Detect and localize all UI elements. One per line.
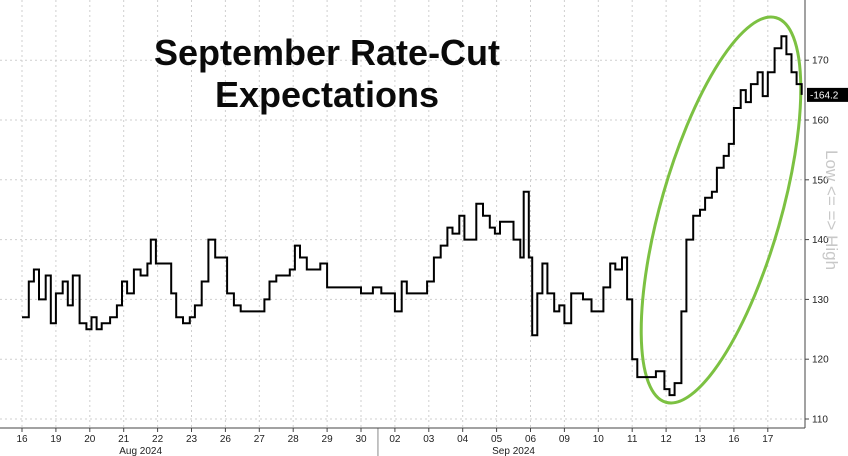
x-tick-label: 11 [627,434,638,445]
last-value-tag [807,87,848,102]
x-tick-label: 27 [254,434,266,445]
x-tick-label: 02 [389,434,401,445]
y-tick-label: 120 [812,355,829,366]
series-line [22,35,803,397]
x-tick-label: 29 [322,434,334,445]
y-tick-label: 170 [812,56,829,67]
x-tick-label: 13 [694,434,706,445]
x-tick-label: 26 [220,434,232,445]
grid-layer [0,0,805,428]
x-tick-label: 04 [457,434,469,445]
x-tick-label: 23 [186,434,198,445]
x-tick-label: 19 [50,434,62,445]
x-tick-label: 16 [728,434,740,445]
last-value-label: -164.2 [810,90,839,101]
x-tick-label: 06 [525,434,537,445]
x-tick-label: 30 [355,434,367,445]
y-tick-label: 130 [812,295,829,306]
x-tick-label: 22 [152,434,164,445]
month-label: Sep 2024 [492,446,535,456]
x-tick-label: 21 [118,434,130,445]
series-layer [22,35,803,397]
y-tick-label: 110 [812,415,828,426]
x-tick-label: 28 [288,434,300,445]
chart-title-line: September Rate-Cut [154,32,500,73]
x-tick-label: 20 [84,434,96,445]
x-tick-label: 10 [593,434,605,445]
y-tick-label: 160 [812,116,829,127]
y-tick-label: 150 [812,175,829,186]
x-tick-label: 12 [661,434,673,445]
y-tick-label: 140 [812,235,829,246]
highlight-ellipse [639,15,803,405]
x-tick-label: 09 [559,434,571,445]
month-label: Aug 2024 [119,446,162,456]
highlight-ellipse-layer [639,15,803,405]
x-tick-label: 16 [16,434,28,445]
x-tick-label: 17 [762,434,774,445]
side-direction-label: Low <= => High [822,150,841,270]
x-tick-label: 05 [491,434,503,445]
x-tick-label: 03 [423,434,435,445]
chart-title-line: Expectations [215,74,439,115]
